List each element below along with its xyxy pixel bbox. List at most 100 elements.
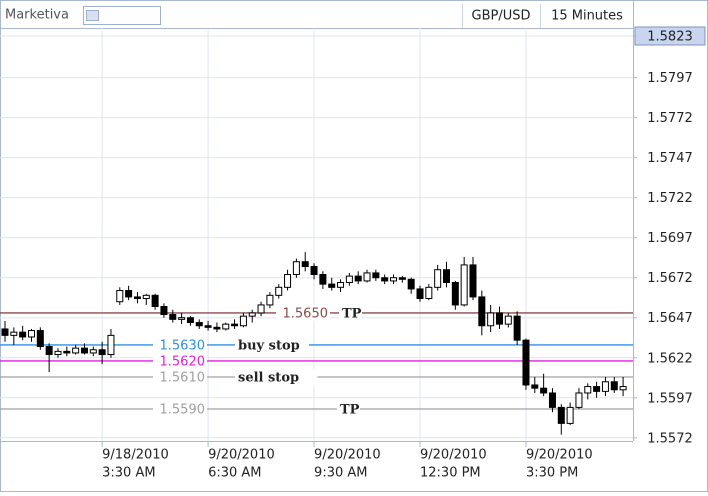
candle-body bbox=[601, 381, 609, 392]
candle-body bbox=[566, 406, 574, 424]
level-name-bg bbox=[235, 368, 318, 385]
candle-body bbox=[275, 286, 283, 296]
candle-body bbox=[222, 323, 230, 330]
input-box[interactable] bbox=[83, 6, 161, 25]
candle-body bbox=[504, 315, 512, 325]
candle-body bbox=[584, 386, 592, 394]
interval[interactable]: 15 Minutes bbox=[551, 9, 623, 24]
candle-body bbox=[133, 296, 141, 300]
candle-body bbox=[72, 347, 80, 354]
level-name-bg bbox=[235, 336, 309, 353]
candle-body bbox=[10, 331, 18, 336]
x-tick-label: 12:30 PM bbox=[420, 466, 481, 481]
candle-body bbox=[257, 304, 265, 314]
candle-body bbox=[195, 322, 203, 327]
candle-body bbox=[319, 274, 327, 285]
input-icon bbox=[86, 10, 99, 21]
x-tick-label: 9/20/2010 bbox=[208, 448, 275, 463]
y-tick-label: 1.5572 bbox=[647, 431, 693, 446]
level-name: sell stop bbox=[238, 370, 299, 385]
level-label: 1.5650 bbox=[283, 306, 329, 321]
candle-body bbox=[354, 275, 362, 282]
candle-body bbox=[434, 269, 442, 288]
candle-body bbox=[239, 315, 247, 327]
candle-body bbox=[363, 272, 371, 282]
level-name: TP bbox=[342, 306, 362, 321]
candle-body bbox=[169, 314, 177, 320]
level-name: buy stop bbox=[238, 338, 300, 353]
y-tick-label: 1.5647 bbox=[647, 311, 693, 326]
y-tick-label: 1.5823 bbox=[647, 30, 693, 45]
candle-body bbox=[495, 312, 503, 325]
level-label: 1.5620 bbox=[160, 354, 206, 369]
candle-body bbox=[487, 312, 495, 327]
candle-body bbox=[593, 386, 601, 392]
y-tick-label: 1.5672 bbox=[647, 271, 693, 286]
candle-body bbox=[540, 387, 548, 394]
candle-body bbox=[575, 392, 583, 408]
candle-body bbox=[425, 286, 433, 300]
level-label-bg bbox=[153, 336, 207, 353]
candle-body bbox=[45, 346, 53, 356]
x-tick-label: 9/18/2010 bbox=[102, 448, 169, 463]
candle-body bbox=[160, 306, 168, 316]
y-tick-label: 1.5597 bbox=[647, 391, 693, 406]
candle-body bbox=[372, 272, 380, 279]
x-tick-label: 9/20/2010 bbox=[526, 448, 593, 463]
candle-body bbox=[204, 325, 212, 328]
candle-body bbox=[381, 277, 389, 282]
candle-body bbox=[231, 323, 239, 327]
candle-body bbox=[151, 294, 159, 308]
candle-body bbox=[531, 384, 539, 389]
candle-body bbox=[469, 264, 477, 298]
candle-body bbox=[213, 326, 221, 330]
level-name-bg bbox=[339, 304, 362, 321]
candle-body bbox=[107, 334, 115, 356]
candle-body bbox=[1, 328, 9, 336]
candle-body bbox=[142, 294, 150, 300]
level-label: 1.5610 bbox=[160, 370, 206, 385]
x-tick-label: 6:30 AM bbox=[208, 466, 261, 481]
candle-body bbox=[345, 275, 353, 284]
candle-body bbox=[443, 269, 450, 284]
candle-body bbox=[36, 330, 44, 348]
y-tick-label: 1.5722 bbox=[647, 191, 693, 206]
candle-body bbox=[27, 330, 35, 338]
candle-body bbox=[178, 317, 186, 320]
candle-body bbox=[548, 392, 556, 408]
candle-body bbox=[337, 282, 345, 288]
candle-body bbox=[19, 331, 27, 338]
candle-body bbox=[557, 406, 565, 424]
level-name: TP bbox=[340, 402, 360, 417]
candle-body bbox=[116, 290, 124, 303]
candle-body bbox=[460, 264, 468, 306]
candle-body bbox=[390, 277, 398, 282]
y-tick-label: 1.5772 bbox=[647, 111, 693, 126]
candle-body bbox=[125, 290, 133, 298]
current-price-box bbox=[634, 26, 706, 46]
candle-body bbox=[407, 278, 415, 290]
candle-body bbox=[266, 294, 274, 306]
candle-body bbox=[398, 277, 406, 280]
candle-body bbox=[63, 350, 71, 354]
candle-body bbox=[610, 381, 618, 391]
symbol[interactable]: GBP/USD bbox=[472, 9, 531, 24]
candle-body bbox=[301, 261, 309, 268]
level-label-bg bbox=[153, 400, 207, 417]
candle-body bbox=[513, 315, 521, 341]
level-label-bg bbox=[276, 304, 330, 321]
x-tick-label: 9/20/2010 bbox=[314, 448, 381, 463]
y-tick-label: 1.5622 bbox=[647, 351, 693, 366]
candle-body bbox=[416, 288, 424, 300]
y-tick-label: 1.5797 bbox=[647, 71, 693, 86]
candle-body bbox=[89, 349, 97, 354]
candle-body bbox=[186, 317, 194, 324]
level-label-bg bbox=[153, 368, 207, 385]
candle-body bbox=[54, 350, 62, 356]
x-tick-label: 3:30 AM bbox=[102, 466, 155, 481]
y-tick-label: 1.5697 bbox=[647, 231, 693, 246]
candle-body bbox=[451, 282, 459, 306]
candle-body bbox=[98, 349, 106, 356]
